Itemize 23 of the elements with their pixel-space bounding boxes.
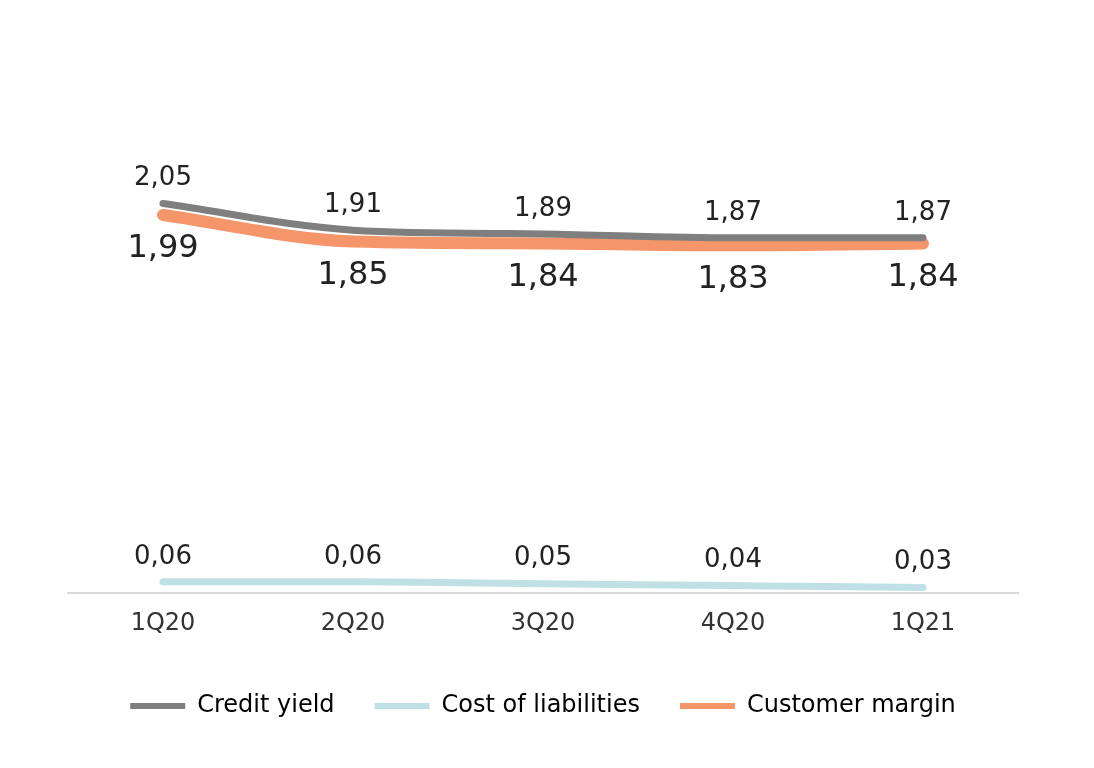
data-label: 0,05 (514, 541, 572, 572)
x-tick-label: 1Q21 (890, 607, 956, 636)
legend-label: Credit yield (197, 690, 335, 719)
data-label: 1,84 (887, 255, 959, 294)
data-label: 2,05 (134, 161, 192, 192)
legend-label: Cost of liabilities (441, 690, 640, 719)
data-label: 0,06 (324, 539, 382, 570)
data-label: 1,87 (704, 195, 762, 226)
data-label: 0,06 (134, 539, 192, 570)
x-tick-label: 2Q20 (320, 607, 386, 636)
x-tick-label: 1Q20 (130, 607, 196, 636)
legend-label: Customer margin (746, 690, 956, 719)
data-label: 0,04 (704, 543, 762, 574)
data-label: 1,91 (324, 187, 382, 218)
x-tick-label: 4Q20 (700, 607, 766, 636)
data-label: 1,83 (697, 257, 769, 296)
data-label: 0,03 (894, 545, 952, 576)
data-label: 1,99 (127, 227, 199, 266)
x-tick-label: 3Q20 (510, 607, 576, 636)
data-label: 1,89 (514, 191, 572, 222)
data-label: 1,84 (507, 255, 579, 294)
data-label: 1,85 (317, 253, 389, 292)
data-label: 1,87 (894, 195, 952, 226)
